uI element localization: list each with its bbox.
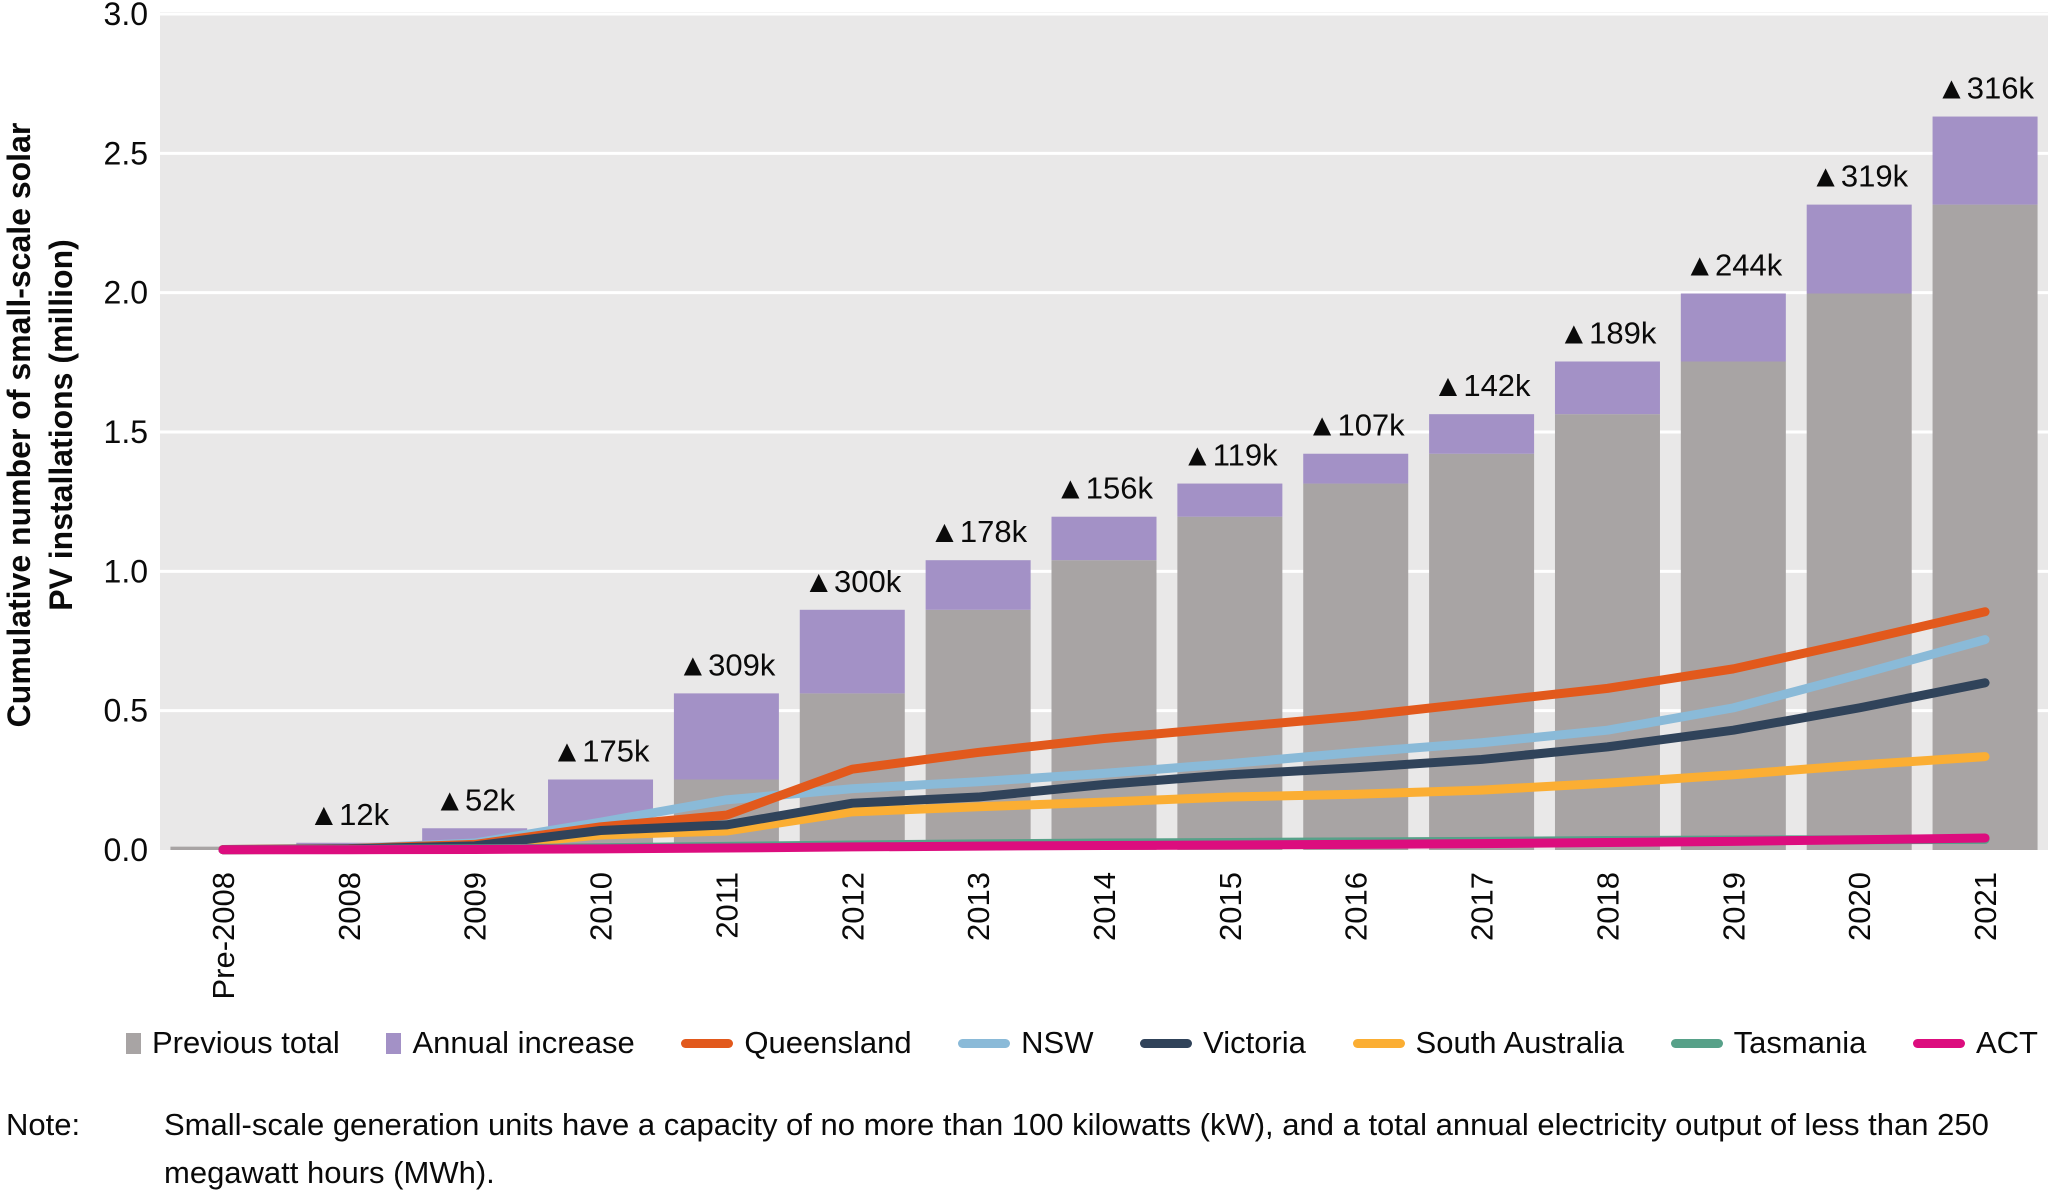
bar-annual-increase bbox=[799, 609, 905, 694]
annotation-label: ▲142k bbox=[1433, 368, 1531, 403]
x-tick-label: 2016 bbox=[1339, 872, 1374, 941]
x-tick-label: 2013 bbox=[961, 872, 996, 941]
legend-item-annual-increase: Annual increase bbox=[386, 1025, 635, 1061]
legend-swatch-nsw bbox=[958, 1038, 1011, 1048]
legend-label: Victoria bbox=[1203, 1025, 1306, 1060]
legend-label: NSW bbox=[1021, 1025, 1094, 1060]
x-tick-label: 2020 bbox=[1842, 872, 1877, 941]
legend-label: South Australia bbox=[1415, 1025, 1625, 1060]
y-tick-label: 2.0 bbox=[104, 275, 148, 311]
annotation-label: ▲244k bbox=[1684, 248, 1782, 283]
legend-swatch-victoria bbox=[1140, 1038, 1193, 1048]
chart-legend: Previous total Annual increase Queensland N… bbox=[126, 1021, 2038, 1065]
legend-item-victoria: Victoria bbox=[1140, 1025, 1306, 1061]
x-tick-label: 2012 bbox=[835, 872, 870, 941]
bar-previous-total bbox=[1932, 204, 2038, 850]
annotation-label: ▲189k bbox=[1559, 315, 1657, 350]
y-axis-title-line: PV installations (million) bbox=[43, 239, 79, 611]
legend-item-previous-total: Previous total bbox=[126, 1025, 340, 1061]
note-text: Small-scale generation units have a capa… bbox=[164, 1107, 1989, 1191]
bar-annual-increase bbox=[1177, 483, 1283, 517]
x-tick-label: 2009 bbox=[458, 872, 493, 941]
bar-previous-total bbox=[1806, 293, 1912, 850]
series-line-victoria bbox=[218, 678, 1990, 855]
y-tick-label: 0.5 bbox=[104, 693, 148, 729]
x-tick-label: 2011 bbox=[709, 872, 744, 939]
legend-item-queensland: Queensland bbox=[681, 1025, 912, 1061]
note: Note: Small-scale generation units have … bbox=[6, 1101, 2034, 1197]
annotation-label: ▲156k bbox=[1055, 471, 1153, 506]
annotation-label: ▲309k bbox=[677, 647, 775, 682]
legend-swatch-tasmania bbox=[1670, 1038, 1723, 1048]
bar-previous-total bbox=[925, 609, 1031, 850]
x-tick-label: 2019 bbox=[1716, 872, 1751, 941]
legend-label: ACT bbox=[1975, 1025, 2038, 1060]
x-tick-label: 2015 bbox=[1213, 872, 1248, 941]
annotation-label: ▲119k bbox=[1182, 438, 1278, 473]
y-tick-label: 2.5 bbox=[104, 135, 148, 171]
note-label: Note: bbox=[6, 1107, 81, 1142]
legend-label: Tasmania bbox=[1733, 1025, 1867, 1060]
stacked-bar-line-chart: 0.0 0.5 1.0 1.5 2.0 2.5 3.0 Cumulative number o… bbox=[1, 0, 2048, 1000]
bar-annual-increase bbox=[1806, 204, 1912, 294]
bar-annual-increase bbox=[1932, 116, 2038, 205]
annotation-label: ▲12k bbox=[308, 797, 389, 832]
y-tick-label: 3.0 bbox=[104, 0, 148, 32]
legend-swatch-south-australia bbox=[1352, 1038, 1405, 1048]
legend-item-tasmania: Tasmania bbox=[1670, 1025, 1867, 1061]
legend-label: Previous total bbox=[152, 1025, 340, 1060]
bar-annual-increase bbox=[1429, 414, 1535, 454]
y-tick-label: 1.0 bbox=[104, 553, 148, 589]
x-tick-label: Pre-2008 bbox=[206, 872, 241, 1000]
bar-annual-increase bbox=[1051, 516, 1157, 561]
annotation-label: ▲178k bbox=[929, 514, 1027, 549]
bar-annual-increase bbox=[1303, 453, 1409, 484]
annotation-label: ▲316k bbox=[1936, 71, 2034, 106]
series-line-act bbox=[218, 833, 1990, 855]
annotation-label: ▲300k bbox=[803, 564, 901, 599]
x-tick-label: 2008 bbox=[332, 872, 367, 941]
annotation-label: ▲107k bbox=[1307, 408, 1405, 443]
annotation-label: ▲52k bbox=[434, 782, 515, 817]
legend-swatch-act bbox=[1912, 1038, 1965, 1048]
bar-annual-increase bbox=[1554, 361, 1660, 415]
y-tick-label: 0.0 bbox=[104, 832, 148, 868]
annotation-label: ▲175k bbox=[552, 733, 650, 768]
y-tick-label: 1.5 bbox=[104, 414, 148, 450]
legend-swatch-queensland bbox=[681, 1038, 734, 1048]
legend-label: Annual increase bbox=[412, 1025, 635, 1060]
legend-swatch-previous-total bbox=[126, 1032, 141, 1054]
bar-annual-increase bbox=[673, 693, 779, 780]
x-tick-label: 2017 bbox=[1465, 872, 1500, 941]
x-tick-label: 2010 bbox=[584, 872, 619, 941]
annotation-label: ▲319k bbox=[1810, 159, 1908, 194]
legend-item-south-australia: South Australia bbox=[1352, 1025, 1625, 1061]
y-axis-title-line: Cumulative number of small-scale solar bbox=[1, 123, 37, 728]
bar-annual-increase bbox=[925, 560, 1031, 610]
x-tick-label: 2018 bbox=[1590, 872, 1625, 941]
legend-item-act: ACT bbox=[1912, 1025, 2038, 1061]
bar-annual-increase bbox=[1680, 293, 1786, 362]
x-tick-label: 2014 bbox=[1087, 872, 1122, 941]
legend-swatch-annual-increase bbox=[386, 1032, 402, 1054]
legend-label: Queensland bbox=[744, 1025, 912, 1060]
x-tick-label: 2021 bbox=[1968, 872, 2003, 941]
legend-item-nsw: NSW bbox=[958, 1025, 1094, 1061]
